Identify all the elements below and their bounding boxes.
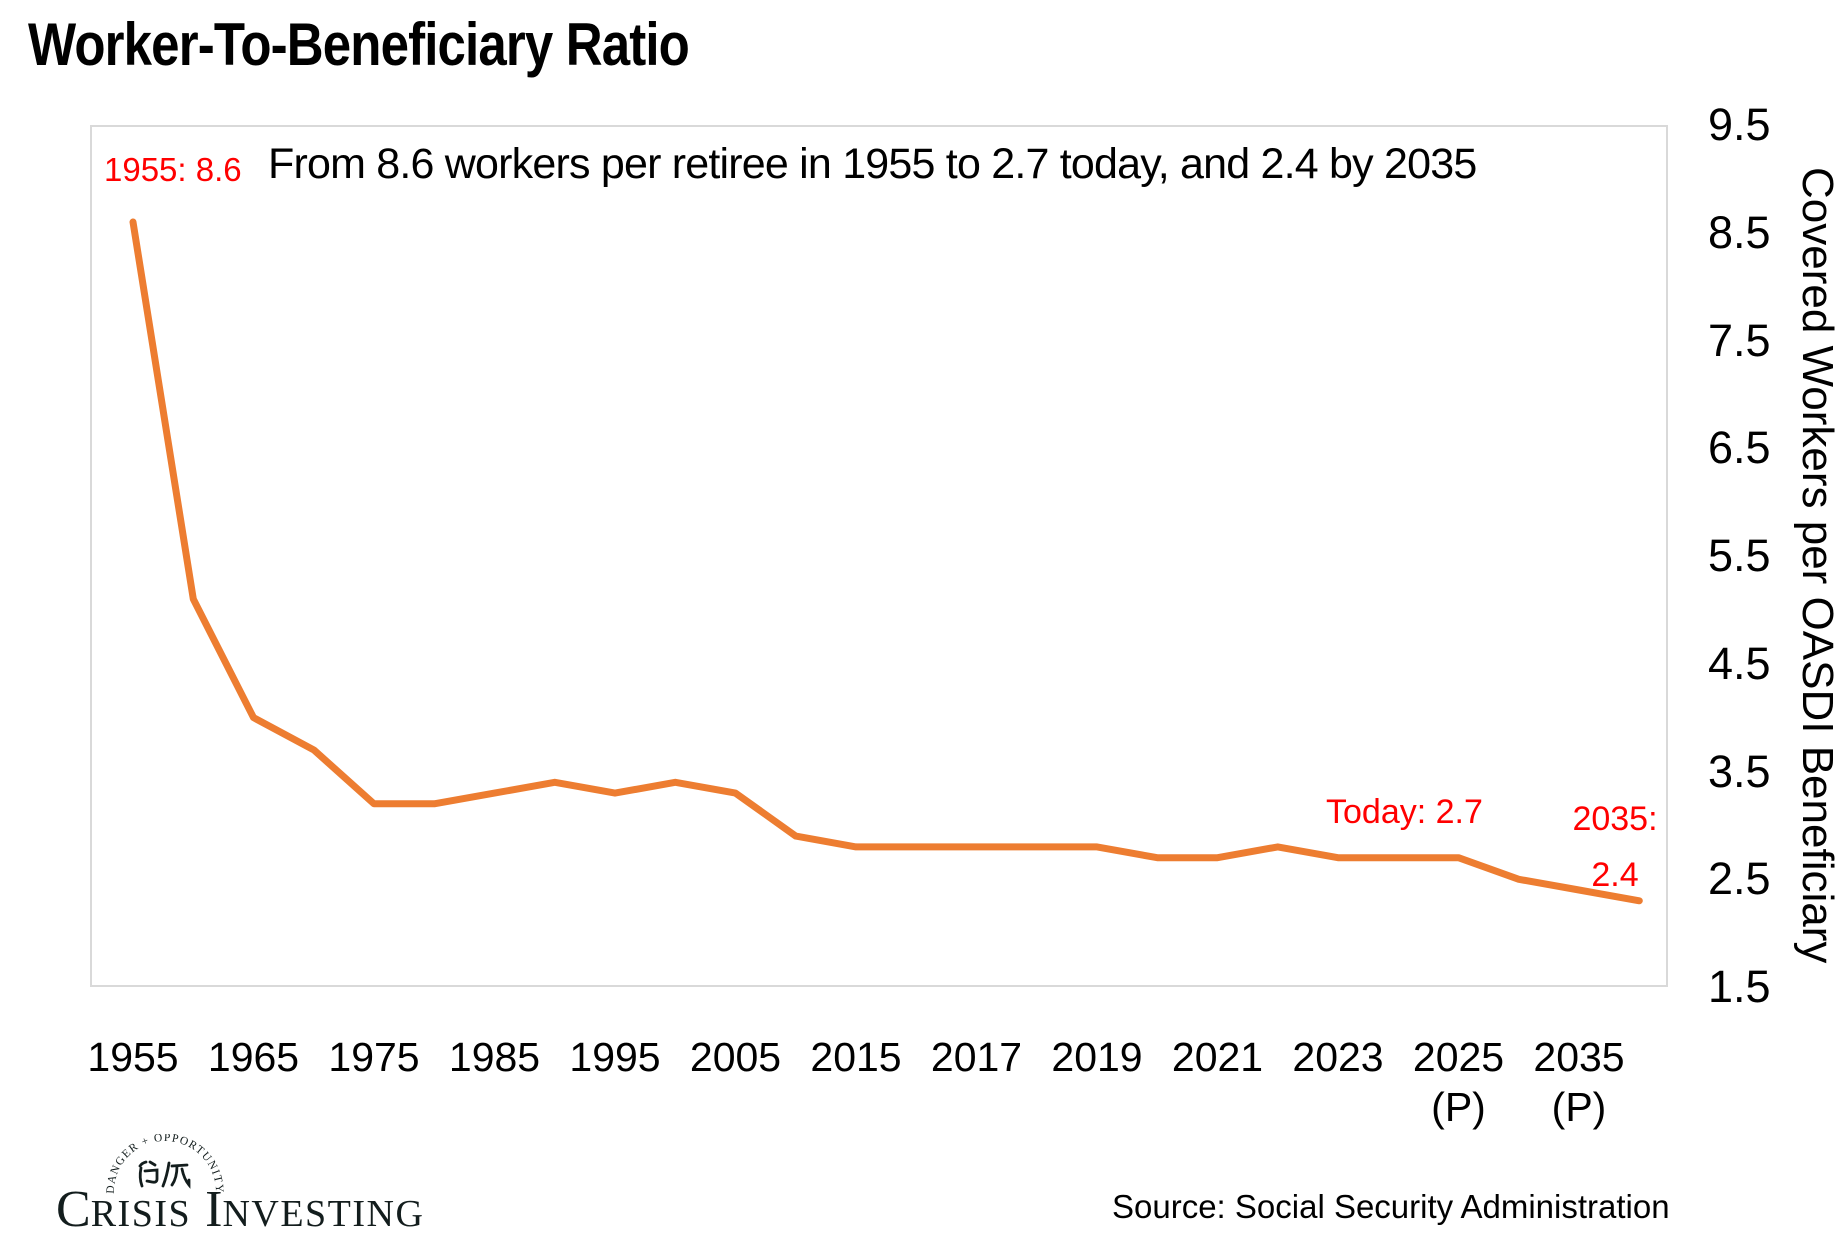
logo-wordmark: C RISIS I NVESTING bbox=[56, 1180, 424, 1239]
x-tick-label: 1975 bbox=[294, 1032, 454, 1082]
x-tick-year: 2025 bbox=[1412, 1034, 1505, 1080]
source-credit: Source: Social Security Administration bbox=[1112, 1188, 1670, 1225]
x-tick-year: 2023 bbox=[1292, 1034, 1384, 1080]
x-tick-year: 1975 bbox=[328, 1034, 420, 1080]
y-axis-title: Covered Workers per OASDI Beneficiary bbox=[1793, 166, 1842, 964]
y-tick-label: 5.5 bbox=[1708, 530, 1771, 581]
logo-word1-rest: RISIS bbox=[90, 1193, 192, 1235]
logo-word2-rest: NVESTING bbox=[222, 1193, 425, 1235]
crisis-investing-logo: DANGER + OPPORTUNITY C RISIS I NVESTING bbox=[56, 1130, 516, 1240]
y-tick-label: 1.5 bbox=[1708, 961, 1771, 1012]
y-tick-label: 6.5 bbox=[1708, 422, 1771, 474]
x-tick-label: 2019 bbox=[1017, 1032, 1177, 1082]
logo-word1-lead: C bbox=[56, 1181, 91, 1238]
x-tick-year: 1985 bbox=[448, 1034, 541, 1080]
y-tick-label: 4.5 bbox=[1708, 637, 1771, 689]
annotation-1955: 1955: 8.6 bbox=[104, 151, 242, 188]
x-tick-label: 1995 bbox=[535, 1032, 695, 1082]
x-tick-projection-marker: (P) bbox=[1551, 1084, 1607, 1130]
x-tick-label: 1985 bbox=[415, 1032, 575, 1082]
x-tick-label: 2005 bbox=[656, 1032, 816, 1082]
annotation-2035-line1: 2035: bbox=[1572, 800, 1658, 838]
x-tick-year: 1965 bbox=[207, 1034, 300, 1080]
annotation-today: Today: 2.7 bbox=[1326, 793, 1483, 831]
plot-area bbox=[90, 125, 1668, 987]
y-tick-label: 9.5 bbox=[1708, 99, 1771, 150]
x-tick-label: 2023 bbox=[1258, 1032, 1418, 1082]
x-tick-year: 2017 bbox=[930, 1034, 1023, 1080]
annotation-2035: 2035: 2.4 bbox=[1560, 791, 1670, 903]
plot-border bbox=[90, 125, 1668, 987]
x-tick-year: 1955 bbox=[87, 1034, 179, 1080]
annotation-2035-line2: 2.4 bbox=[1591, 856, 1639, 894]
x-tick-label: 2015 bbox=[776, 1032, 936, 1082]
x-tick-year: 1995 bbox=[569, 1034, 661, 1080]
x-tick-label: 2035 (P) bbox=[1499, 1032, 1659, 1132]
ratio-line bbox=[129, 218, 1643, 905]
y-tick-label: 8.5 bbox=[1708, 206, 1771, 258]
chinese-characters-icon bbox=[138, 1160, 191, 1189]
x-tick-year: 2035 bbox=[1533, 1034, 1625, 1080]
x-tick-label: 2025 (P) bbox=[1379, 1032, 1539, 1132]
x-tick-label: 2021 bbox=[1138, 1032, 1298, 1082]
x-tick-projection-marker: (P) bbox=[1431, 1084, 1486, 1130]
logo-word2-lead: I bbox=[205, 1181, 223, 1238]
x-tick-year: 2015 bbox=[810, 1034, 902, 1080]
page-title: Worker-To-Beneficiary Ratio bbox=[28, 11, 690, 78]
x-tick-year: 2019 bbox=[1051, 1034, 1143, 1080]
x-tick-year: 2005 bbox=[689, 1034, 782, 1080]
x-tick-label: 2017 bbox=[897, 1032, 1057, 1082]
x-tick-label: 1955 bbox=[53, 1032, 213, 1082]
chart-headline: From 8.6 workers per retiree in 1955 to … bbox=[268, 140, 1477, 188]
y-tick-label: 7.5 bbox=[1708, 314, 1771, 366]
y-tick-label: 3.5 bbox=[1708, 745, 1771, 797]
x-tick-year: 2021 bbox=[1171, 1034, 1264, 1080]
x-tick-label: 1965 bbox=[174, 1032, 334, 1082]
y-tick-label: 2.5 bbox=[1708, 853, 1771, 905]
